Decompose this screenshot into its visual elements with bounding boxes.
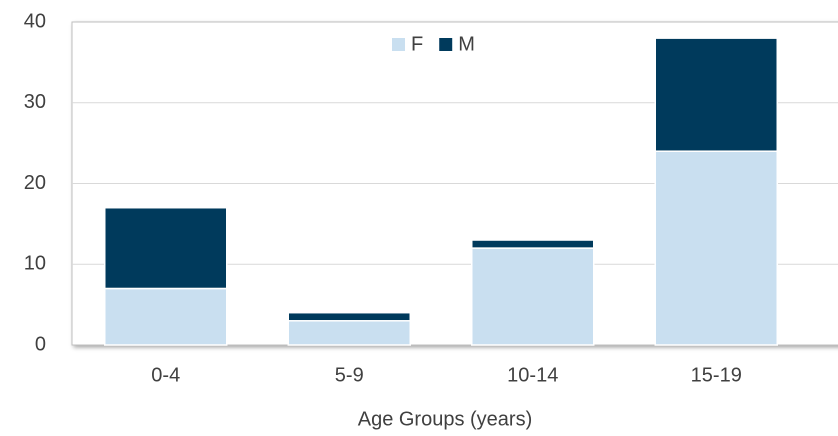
legend-swatch bbox=[439, 38, 453, 51]
x-axis-title: Age Groups (years) bbox=[358, 408, 533, 430]
bar-segment bbox=[287, 311, 411, 322]
legend-label: F bbox=[411, 33, 423, 55]
bar-segment bbox=[104, 206, 228, 290]
x-tick-label: 10-14 bbox=[507, 364, 558, 386]
bar-segment bbox=[287, 320, 411, 346]
bar-segment bbox=[104, 287, 228, 346]
y-tick-label: 40 bbox=[24, 10, 46, 32]
bar-segment bbox=[654, 150, 778, 346]
bar-segment bbox=[654, 37, 778, 152]
y-tick-label: 20 bbox=[24, 172, 46, 194]
legend-swatch bbox=[392, 38, 405, 51]
x-tick-label: 15-19 bbox=[691, 364, 742, 386]
y-tick-label: 30 bbox=[24, 91, 46, 113]
plot-layer bbox=[72, 37, 838, 346]
legend-label: M bbox=[458, 33, 475, 55]
y-tick-label: 0 bbox=[35, 333, 46, 355]
y-tick-label: 10 bbox=[24, 253, 46, 275]
bar-segment bbox=[471, 239, 595, 249]
x-tick-label: 5-9 bbox=[335, 364, 364, 386]
x-tick-label: 0-4 bbox=[151, 364, 180, 386]
bar-segment bbox=[471, 247, 595, 346]
